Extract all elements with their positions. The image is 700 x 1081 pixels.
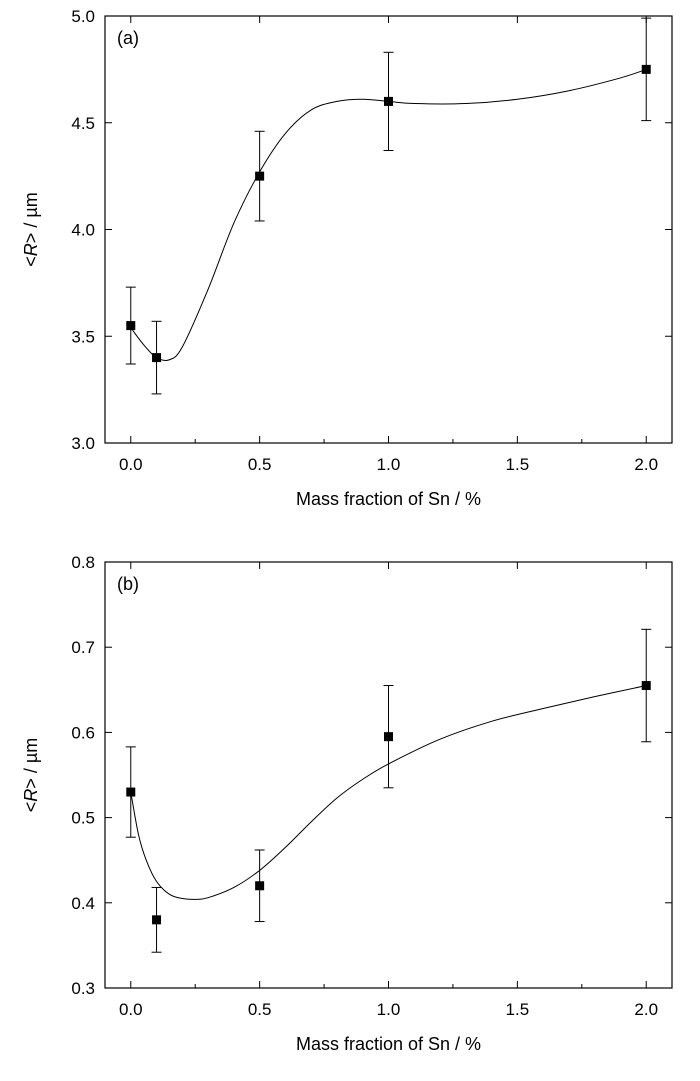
y-tick-label: 3.0 [71,434,95,453]
panel-label: (a) [117,28,139,48]
x-tick-label: 0.0 [119,1000,143,1019]
y-tick-label: 0.4 [71,894,95,913]
x-tick-label: 1.0 [377,1000,401,1019]
y-axis-title-prefix: < [21,256,41,267]
fit-curve [130,685,647,900]
x-axis-title: Mass fraction of Sn / % [296,1034,481,1054]
x-axis-title: Mass fraction of Sn / % [296,489,481,509]
x-tick-label: 2.0 [634,1000,658,1019]
y-tick-label: 0.3 [71,979,95,998]
data-point [152,915,162,925]
y-axis-title-symbol: R [21,789,41,802]
panel-a: 0.0 0.5 1.0 1.5 2.0 3.0 3.5 4.0 4.5 5.0 Mass fract… [21,7,673,509]
y-axis-title-prefix: < [21,802,41,813]
fit-curve [130,68,647,361]
data-point [255,881,265,891]
y-tick-label: 4.0 [71,221,95,240]
data-point [641,64,651,74]
y-axis-title-suffix: > / µm [21,738,41,789]
y-tick-label: 4.5 [71,114,95,133]
y-axis-title-suffix: > / µm [21,192,41,243]
panel-b: 0.0 0.5 1.0 1.5 2.0 0.3 0.4 0.5 0.6 0.7 0.8 Mass fr… [21,553,673,1054]
x-tick-label: 1.0 [377,455,401,474]
data-point [255,171,265,181]
x-tick-label: 0.5 [248,455,272,474]
x-tick-label: 2.0 [634,455,658,474]
panel-label: (b) [117,574,139,594]
x-tick-label: 1.5 [506,455,530,474]
data-point [384,732,393,742]
data-point [152,353,162,363]
y-tick-label: 0.7 [71,638,95,657]
data-point [384,96,393,106]
y-axis-title: <R> / µm [21,192,41,266]
y-tick-label: 5.0 [71,7,95,26]
y-tick-label: 3.5 [71,327,95,346]
x-tick-label: 1.5 [506,1000,530,1019]
y-axis-title: <R> / µm [21,738,41,812]
x-tick-label: 0.0 [119,455,143,474]
data-point [641,681,651,691]
x-tick-label: 0.5 [248,1000,272,1019]
y-tick-label: 0.6 [71,723,95,742]
data-point [126,787,136,797]
y-axis-title-symbol: R [21,243,41,256]
data-point [126,321,136,331]
y-tick-label: 0.5 [71,809,95,828]
y-tick-label: 0.8 [71,553,95,572]
